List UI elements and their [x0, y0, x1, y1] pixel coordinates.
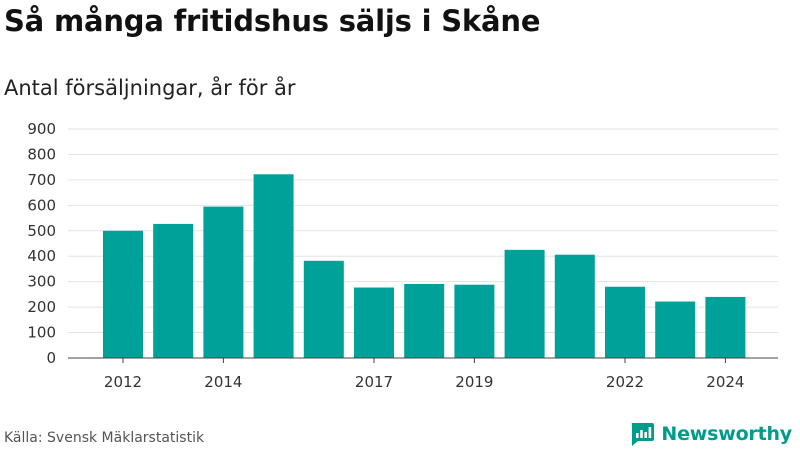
x-tick-label: 2024 [706, 373, 744, 391]
y-tick-label: 500 [27, 222, 56, 240]
bar-2023 [655, 301, 696, 358]
y-tick-label: 600 [27, 196, 56, 214]
bar-2013 [153, 223, 194, 358]
bar-2017 [354, 287, 394, 358]
y-tick-label: 800 [27, 145, 56, 163]
bar-2016 [303, 260, 344, 358]
x-tick-label: 2017 [355, 373, 393, 391]
bar-2021 [554, 254, 595, 358]
chart-title: Så många fritidshus säljs i Skåne [4, 4, 541, 38]
bar-2018 [404, 283, 445, 358]
y-tick-label: 300 [27, 273, 56, 291]
bar-2024 [705, 296, 746, 358]
chart-subtitle: Antal försäljningar, år för år [4, 76, 296, 100]
newsworthy-logo-icon [632, 423, 655, 446]
bars [103, 174, 746, 358]
y-tick-label: 200 [27, 298, 56, 316]
x-tick-label: 2022 [606, 373, 644, 391]
y-tick-label: 400 [27, 247, 56, 265]
y-tick-label: 700 [27, 171, 56, 189]
brand-logo: Newsworthy [629, 420, 792, 448]
bar-2022 [605, 286, 645, 358]
brand-name: Newsworthy [661, 423, 792, 445]
bar-2014 [203, 206, 244, 358]
x-tick-label: 2014 [204, 373, 242, 391]
y-axis-ticks: 0 100 200 300 400 500 600 700 800 900 [27, 120, 56, 367]
y-tick-label: 0 [46, 349, 56, 367]
x-axis: 2012 2014 2017 2019 2022 2024 [68, 357, 778, 391]
bar-2020 [504, 249, 545, 358]
bar-2012 [103, 230, 143, 358]
x-tick-label: 2012 [104, 373, 142, 391]
source-note: Källa: Svensk Mäklarstatistik [4, 430, 205, 446]
y-tick-label: 900 [27, 120, 56, 138]
bar-2019 [454, 284, 495, 358]
bar-2015 [253, 174, 294, 358]
x-tick-label: 2019 [455, 373, 493, 391]
y-tick-label: 100 [27, 324, 56, 342]
